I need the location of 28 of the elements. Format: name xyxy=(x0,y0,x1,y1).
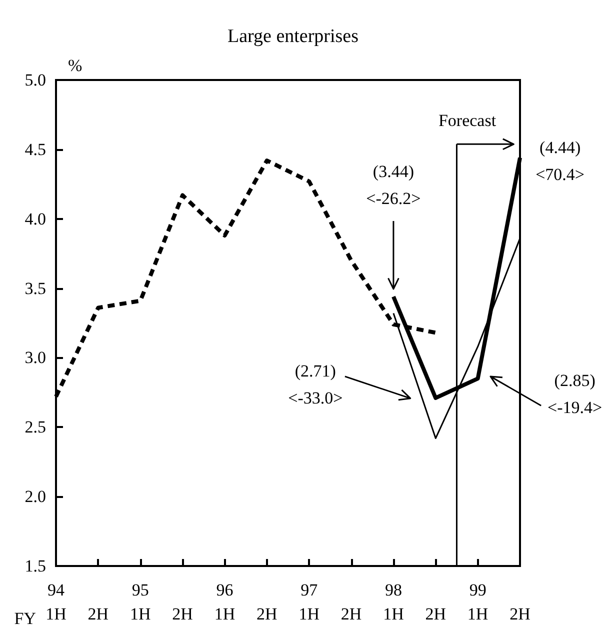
text: (4.44) <70.4> xyxy=(536,138,585,184)
x-tick-label: 2H xyxy=(256,604,278,624)
annotation: (3.44) <-26.2> xyxy=(366,162,421,208)
text: Forecast xyxy=(438,111,496,130)
x-axis-title: FY xyxy=(14,609,36,628)
y-axis-title: % xyxy=(68,56,82,75)
x-tick-label: 2H xyxy=(340,604,362,624)
chart-title: Large enterprises xyxy=(227,26,359,47)
y-tick-label: 4.0 xyxy=(24,209,46,228)
y-tick-label: 5.0 xyxy=(24,70,46,90)
x-tick-label: 97 1H xyxy=(298,580,320,624)
x-tick-label: 2H xyxy=(510,604,530,624)
x-tick-label: 2H xyxy=(425,604,446,624)
x-tick-label: 95 1H xyxy=(130,580,151,624)
x-tick-label: 2H xyxy=(88,604,109,624)
y-tick-label: 1.5 xyxy=(24,556,46,576)
y-tick-label: 2.5 xyxy=(24,418,46,437)
y-tick-label: 3.5 xyxy=(24,278,46,298)
y-tick-label: 3.0 xyxy=(24,348,46,368)
text: (2.85) <-19.4> xyxy=(548,371,602,418)
x-tick-label: 99 1H xyxy=(467,580,488,624)
y-tick-label: 2.0 xyxy=(24,487,46,506)
x-tick-label: 2H xyxy=(172,604,193,624)
x-tick-label: 98 1H xyxy=(383,580,404,624)
x-tick-label: 94 1H xyxy=(46,580,66,624)
annotation: (2.71) <-33.0> xyxy=(288,361,343,408)
y-tick-label: 4.5 xyxy=(24,140,46,159)
x-tick-label: 96 1H xyxy=(214,580,236,624)
